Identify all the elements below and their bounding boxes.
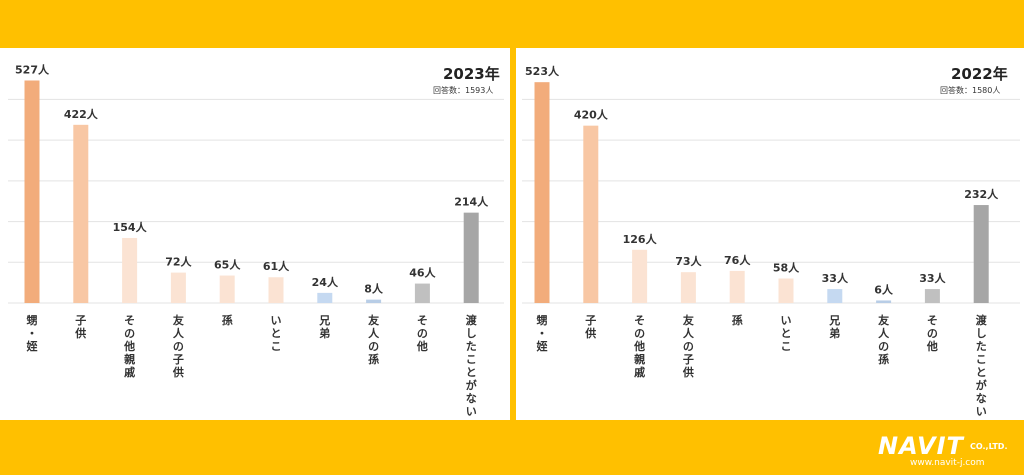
response-count-2023: 回答数：1593人	[433, 86, 494, 95]
bar	[632, 249, 648, 303]
bar	[219, 275, 235, 303]
category-label: 甥・姪	[27, 314, 38, 353]
navit-logo: NAVIT CO.,LTD. www.navit-j.com	[878, 432, 1018, 470]
data-label: 8人	[364, 282, 384, 296]
category-label: 友人の孫	[368, 313, 380, 366]
category-label: 兄弟	[828, 314, 840, 340]
data-label: 24人	[312, 275, 339, 289]
data-label: 33人	[822, 271, 849, 285]
category-label: 友人の子供	[172, 313, 185, 379]
logo-main-text: NAVIT	[878, 432, 964, 460]
bar	[680, 272, 696, 303]
logo-url-text: www.navit-j.com	[910, 458, 985, 468]
category-label: 友人の孫	[878, 313, 890, 366]
bar	[583, 125, 599, 304]
gridlines	[522, 98, 1020, 304]
chart-title-2023: 2023年	[443, 65, 500, 83]
category-label: 甥・姪	[537, 314, 548, 353]
bar	[973, 205, 989, 303]
bar	[317, 292, 333, 303]
data-label: 33人	[919, 271, 946, 285]
bar	[170, 272, 186, 303]
category-label: いとこ	[781, 314, 792, 353]
category-label: 友人の子供	[682, 313, 695, 379]
category-label: いとこ	[271, 314, 282, 353]
bar	[729, 270, 745, 303]
category-label: 孫	[222, 313, 233, 327]
data-label: 65人	[214, 258, 241, 272]
category-label: その他	[926, 314, 938, 353]
category-label: 子供	[584, 314, 596, 340]
data-label: 61人	[263, 259, 290, 273]
data-label: 154人	[113, 220, 148, 234]
category-label: 子供	[74, 314, 86, 340]
bar	[827, 289, 843, 303]
bar	[24, 80, 40, 303]
data-label: 72人	[165, 255, 192, 269]
data-label: 527人	[15, 62, 50, 76]
bar	[414, 283, 430, 303]
data-label: 420人	[574, 108, 609, 122]
bar	[73, 124, 89, 303]
bar	[876, 300, 892, 303]
bar	[924, 289, 940, 303]
category-label: 孫	[732, 313, 743, 327]
logo-company-text: CO.,LTD.	[970, 442, 1008, 451]
category-label: その他親戚	[633, 314, 645, 379]
category-label: 兄弟	[318, 314, 330, 340]
category-label: 渡したことがない	[466, 313, 478, 418]
chart-title-2022: 2022年	[951, 65, 1008, 83]
data-label: 58人	[773, 261, 800, 275]
response-count-2022: 回答数：1580人	[940, 86, 1001, 95]
data-label: 126人	[623, 232, 658, 246]
data-label: 232人	[964, 187, 999, 201]
category-label: その他	[416, 314, 428, 353]
bar	[366, 299, 382, 303]
bar	[463, 212, 479, 303]
data-label: 422人	[64, 107, 99, 121]
data-label: 73人	[675, 254, 702, 268]
chart-panel-2023: 527人甥・姪 422人子供 154人その他親戚 72人友人の子供 65人孫 61人いとこ…	[0, 48, 510, 420]
bar	[268, 277, 284, 303]
data-label: 76人	[724, 253, 751, 267]
category-label: その他親戚	[123, 314, 135, 379]
chart-panel-2022: 523人甥・姪 420人子供 126人その他親戚 73人友人の子供 76人孫 58人いとこ…	[516, 48, 1024, 420]
data-label: 214人	[454, 195, 489, 209]
category-label: 渡したことがない	[976, 313, 988, 418]
bar	[534, 82, 550, 303]
data-label: 6人	[874, 282, 894, 296]
data-label: 46人	[409, 266, 436, 280]
bar	[778, 278, 794, 303]
bar	[122, 237, 138, 303]
data-label: 523人	[525, 64, 560, 78]
